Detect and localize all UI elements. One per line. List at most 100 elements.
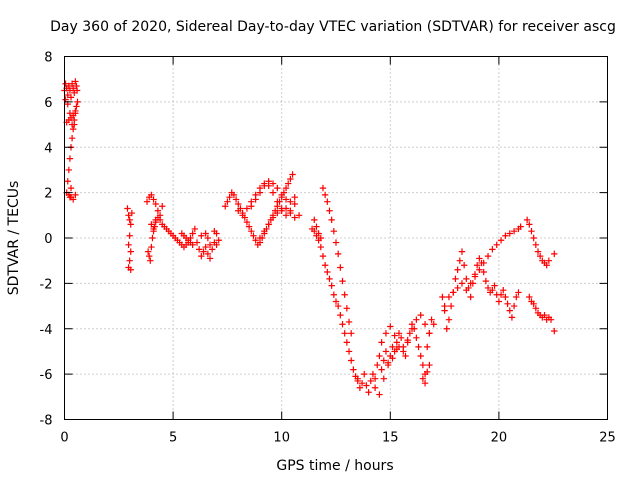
- data-point: [69, 85, 77, 92]
- data-point: [491, 282, 498, 289]
- data-point: [282, 212, 290, 219]
- data-point: [426, 361, 433, 369]
- data-point: [406, 330, 414, 337]
- data-point: [419, 375, 427, 382]
- data-point: [224, 198, 231, 205]
- data-point: [291, 200, 298, 208]
- y-tick-label: 8: [44, 51, 52, 66]
- data-point: [213, 241, 220, 249]
- data-point: [402, 352, 409, 360]
- data-point: [426, 330, 433, 337]
- data-point: [127, 248, 134, 255]
- data-point: [68, 80, 76, 87]
- data-point: [528, 227, 535, 235]
- data-point: [493, 241, 500, 249]
- data-point: [337, 311, 344, 319]
- x-tick-label: 0: [60, 431, 68, 446]
- data-point: [74, 98, 81, 106]
- data-point: [508, 314, 516, 321]
- data-point: [287, 175, 294, 183]
- data-point: [495, 298, 503, 305]
- data-point: [547, 316, 555, 323]
- data-point: [454, 284, 461, 292]
- data-point: [321, 191, 329, 199]
- data-point: [354, 375, 361, 382]
- data-point: [65, 166, 73, 174]
- x-tick-label: 20: [491, 431, 508, 446]
- data-point: [72, 191, 79, 199]
- data-point: [248, 203, 255, 210]
- x-tick-label: 15: [382, 431, 399, 446]
- data-point: [421, 380, 429, 387]
- data-point: [467, 280, 474, 287]
- data-point: [269, 189, 277, 196]
- data-point: [526, 221, 533, 228]
- y-tick-label: -8: [40, 414, 53, 429]
- data-point: [447, 302, 455, 310]
- axis-ticks: 0 5 10 15 20 25 -8 -6 -4 -2 0 2 4 6 8: [40, 51, 616, 446]
- data-point: [66, 155, 74, 162]
- data-point: [441, 302, 448, 310]
- data-point: [497, 237, 505, 244]
- data-point: [463, 275, 470, 283]
- data-point: [482, 277, 490, 285]
- data-point: [458, 248, 466, 255]
- data-point: [391, 332, 398, 339]
- data-point: [73, 87, 81, 94]
- data-point: [356, 384, 364, 391]
- data-point: [239, 212, 246, 219]
- series-5: [235, 178, 303, 242]
- data-point: [315, 230, 322, 237]
- data-point: [389, 355, 396, 362]
- data-point: [154, 207, 162, 214]
- data-point: [250, 232, 257, 239]
- data-point: [506, 230, 513, 237]
- data-point: [339, 321, 346, 328]
- data-point: [319, 252, 327, 260]
- data-point: [343, 339, 351, 346]
- data-point: [282, 184, 290, 192]
- data-point: [317, 243, 324, 251]
- data-point: [150, 196, 157, 203]
- data-point: [256, 189, 264, 196]
- data-point: [380, 357, 387, 364]
- data-point: [313, 223, 320, 230]
- data-point: [148, 221, 155, 228]
- data-point: [274, 209, 281, 217]
- data-point: [445, 293, 453, 301]
- data-point: [530, 234, 537, 242]
- data-point: [497, 291, 505, 298]
- data-point: [189, 230, 196, 237]
- data-point: [291, 214, 298, 221]
- data-point: [245, 223, 253, 230]
- data-point: [126, 232, 133, 239]
- data-point: [321, 262, 329, 269]
- data-point: [66, 87, 74, 94]
- data-point: [384, 359, 392, 366]
- data-point: [428, 316, 435, 323]
- data-point: [215, 237, 222, 244]
- data-point: [213, 230, 220, 237]
- data-point: [350, 366, 357, 373]
- data-point: [274, 198, 281, 205]
- y-tick-label: 4: [44, 141, 52, 156]
- data-point: [476, 266, 483, 273]
- chart-title: Day 360 of 2020, Sidereal Day-to-day VTE…: [50, 19, 616, 35]
- data-point: [243, 205, 251, 212]
- data-point: [148, 191, 155, 199]
- data-point: [152, 218, 159, 226]
- data-point: [66, 193, 74, 201]
- y-tick-label: -4: [40, 323, 53, 338]
- data-point: [395, 330, 403, 337]
- data-point: [371, 384, 379, 391]
- data-point: [248, 227, 255, 235]
- data-point: [149, 234, 156, 242]
- data-point: [261, 182, 268, 190]
- series-11: [523, 216, 558, 335]
- data-point: [337, 264, 344, 271]
- data-point: [530, 300, 537, 307]
- data-point: [328, 216, 335, 224]
- data-point: [408, 325, 416, 332]
- data-point: [358, 380, 366, 387]
- data-point: [330, 227, 338, 235]
